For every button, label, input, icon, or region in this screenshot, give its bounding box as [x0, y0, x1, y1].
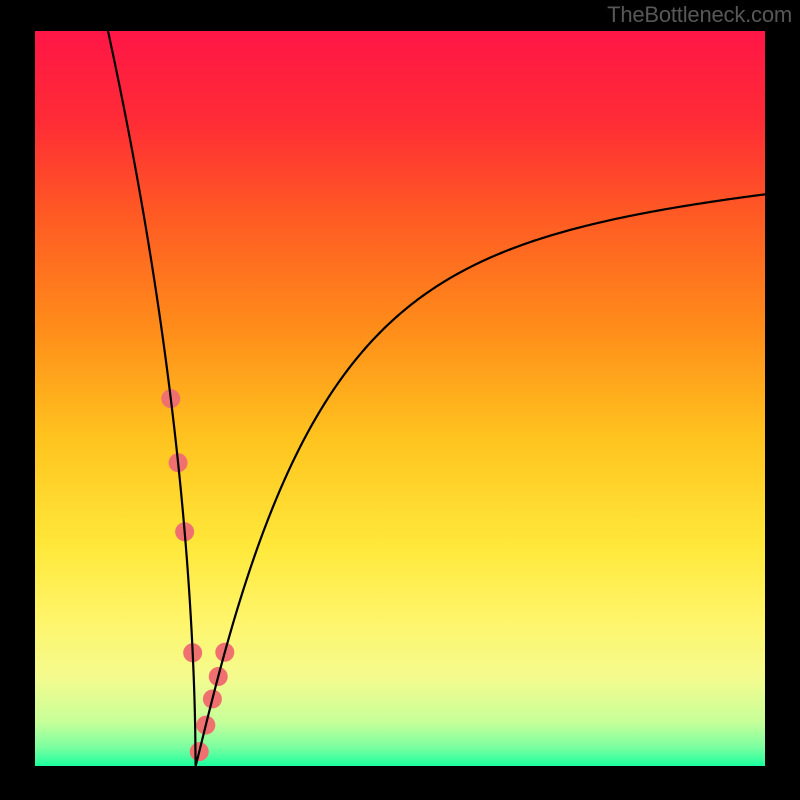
chart-container: TheBottleneck.com [0, 0, 800, 800]
gradient-background [35, 31, 765, 766]
bottleneck-curve-chart [0, 0, 800, 800]
